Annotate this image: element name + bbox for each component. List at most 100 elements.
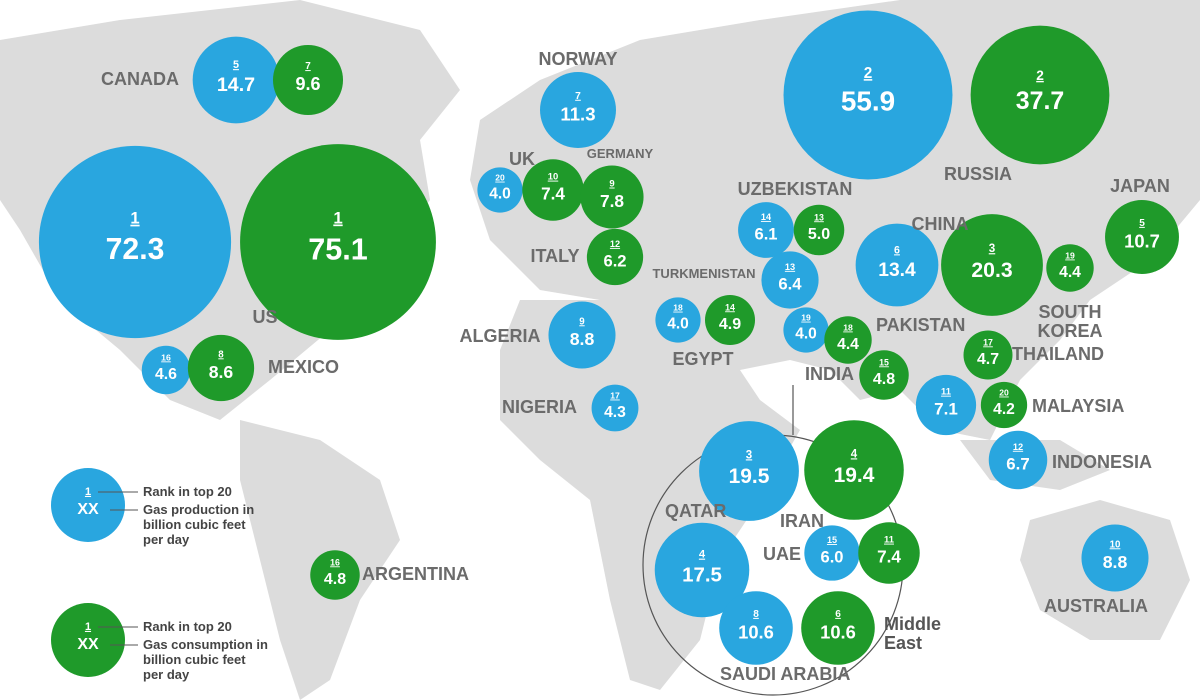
value-label: 10.6 bbox=[738, 621, 774, 642]
legend-description: Gas production in billion cubic feet per… bbox=[143, 502, 255, 547]
rank: 16 bbox=[330, 557, 340, 567]
production-bubble bbox=[591, 384, 639, 432]
country-label: QATAR bbox=[665, 501, 727, 521]
value-label: 6.1 bbox=[754, 224, 777, 243]
value-label: 6.2 bbox=[603, 251, 626, 270]
country-label: AUSTRALIA bbox=[1044, 596, 1148, 616]
rank: 5 bbox=[233, 59, 239, 71]
value-label: 4.8 bbox=[324, 571, 346, 588]
rank: 2 bbox=[864, 65, 873, 82]
country-label: INDIA bbox=[805, 364, 854, 384]
rank: 20 bbox=[999, 388, 1009, 398]
value-label: 72.3 bbox=[106, 233, 165, 266]
value-label: 4.8 bbox=[873, 371, 895, 388]
production-bubble bbox=[477, 167, 523, 213]
value-label: 19.5 bbox=[729, 465, 770, 488]
production-bubble bbox=[1081, 524, 1149, 592]
rank: 20 bbox=[495, 173, 505, 183]
rank: 15 bbox=[879, 357, 889, 367]
rank: 3 bbox=[746, 449, 752, 461]
production-bubble bbox=[783, 10, 953, 180]
legend-value: XX bbox=[77, 501, 99, 518]
rank: 12 bbox=[1013, 442, 1023, 452]
consumption-bubble bbox=[941, 214, 1043, 316]
country-label: NIGERIA bbox=[502, 397, 578, 417]
country-label: UAE bbox=[763, 544, 802, 564]
consumption-bubble bbox=[801, 591, 875, 665]
rank: 11 bbox=[941, 387, 951, 397]
legend-rank: 1 bbox=[85, 621, 91, 633]
country-label: RUSSIA bbox=[943, 164, 1013, 184]
rank: 13 bbox=[785, 262, 795, 272]
production-bubble bbox=[719, 591, 793, 665]
country-label: CANADA bbox=[101, 69, 179, 89]
rank: 7 bbox=[575, 91, 581, 102]
country-label: INDONESIA bbox=[1052, 452, 1153, 472]
consumption-bubble bbox=[858, 522, 920, 584]
value-label: 4.7 bbox=[977, 351, 999, 368]
production-bubble bbox=[540, 72, 616, 148]
country-label: ALGERIA bbox=[459, 326, 541, 346]
legend-bubble bbox=[51, 468, 125, 542]
legend-rank-text: Rank in top 20 bbox=[143, 619, 232, 634]
value-label: 4.4 bbox=[1059, 264, 1081, 281]
rank: 19 bbox=[801, 313, 811, 323]
rank: 2 bbox=[1036, 68, 1044, 83]
value-label: 4.0 bbox=[667, 316, 689, 333]
value-label: 37.7 bbox=[1016, 87, 1064, 115]
consumption-bubble bbox=[522, 159, 584, 221]
value-label: 8.6 bbox=[209, 362, 234, 382]
value-label: 8.8 bbox=[1103, 552, 1128, 572]
rank: 18 bbox=[673, 303, 683, 313]
consumption-bubble bbox=[804, 420, 904, 520]
value-label: 4.0 bbox=[489, 186, 511, 203]
value-label: 19.4 bbox=[834, 464, 875, 487]
production-bubble bbox=[783, 307, 829, 353]
consumption-bubble bbox=[272, 44, 344, 116]
consumption-bubble bbox=[586, 228, 644, 286]
value-label: 7.4 bbox=[877, 547, 901, 567]
rank: 4 bbox=[851, 448, 858, 460]
production-bubble bbox=[738, 202, 794, 258]
value-label: 11.3 bbox=[560, 103, 595, 124]
legend-bubble bbox=[51, 603, 125, 677]
rank: 8 bbox=[218, 349, 224, 360]
rank: 14 bbox=[761, 212, 772, 222]
rank: 4 bbox=[699, 549, 706, 561]
value-label: 6.0 bbox=[821, 547, 844, 566]
rank: 13 bbox=[814, 212, 824, 222]
rank: 10 bbox=[548, 171, 558, 182]
value-label: 6.7 bbox=[1006, 455, 1029, 474]
rank: 1 bbox=[333, 208, 342, 227]
rank: 9 bbox=[609, 179, 614, 190]
rank: 8 bbox=[753, 609, 759, 620]
value-label: 55.9 bbox=[841, 86, 895, 117]
rank: 17 bbox=[610, 391, 620, 401]
production-bubble bbox=[654, 522, 750, 618]
country-label: TURKMENISTAN bbox=[652, 266, 756, 281]
country-label: EGYPT bbox=[672, 349, 734, 369]
legend-rank: 1 bbox=[85, 486, 91, 498]
value-label: 17.5 bbox=[682, 564, 722, 587]
country-label: CHINA bbox=[911, 214, 969, 234]
rank: 6 bbox=[835, 609, 841, 620]
rank: 14 bbox=[725, 302, 735, 312]
rank: 16 bbox=[161, 352, 171, 362]
rank: 9 bbox=[579, 316, 585, 327]
production-bubble bbox=[761, 251, 819, 309]
value-label: 4.9 bbox=[719, 316, 741, 333]
consumption-bubble bbox=[310, 550, 360, 600]
country-label: THAILAND bbox=[1012, 344, 1104, 364]
production-bubble bbox=[38, 145, 232, 339]
country-label: ITALY bbox=[530, 246, 580, 266]
country-label: SAUDI ARABIA bbox=[720, 664, 851, 684]
value-label: 9.6 bbox=[295, 74, 320, 94]
country-label: MALAYSIA bbox=[1032, 396, 1125, 416]
rank: 1 bbox=[130, 209, 139, 228]
legend-rank-text: Rank in top 20 bbox=[143, 484, 232, 499]
value-label: 4.2 bbox=[993, 401, 1015, 418]
country-label: JAPAN bbox=[1110, 176, 1170, 196]
rank: 3 bbox=[989, 242, 996, 255]
consumption-bubble bbox=[859, 350, 909, 400]
